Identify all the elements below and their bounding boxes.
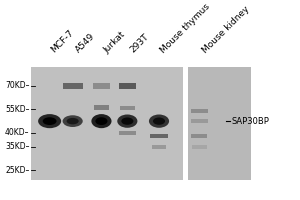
FancyBboxPatch shape bbox=[191, 109, 208, 113]
FancyBboxPatch shape bbox=[63, 83, 83, 89]
Text: 293T: 293T bbox=[128, 32, 151, 55]
FancyBboxPatch shape bbox=[31, 67, 184, 180]
Text: 70KD–: 70KD– bbox=[5, 81, 29, 90]
FancyBboxPatch shape bbox=[192, 145, 206, 149]
Text: SAP30BP: SAP30BP bbox=[231, 117, 269, 126]
Text: Mouse thymus: Mouse thymus bbox=[159, 2, 212, 55]
FancyBboxPatch shape bbox=[94, 105, 109, 110]
Ellipse shape bbox=[43, 117, 56, 125]
Text: 35KD–: 35KD– bbox=[5, 142, 29, 151]
Ellipse shape bbox=[38, 114, 61, 128]
Text: MCF-7: MCF-7 bbox=[50, 28, 76, 55]
FancyBboxPatch shape bbox=[188, 67, 251, 180]
FancyBboxPatch shape bbox=[119, 83, 136, 89]
Ellipse shape bbox=[92, 114, 112, 128]
FancyBboxPatch shape bbox=[184, 67, 186, 180]
Text: Jurkat: Jurkat bbox=[102, 30, 127, 55]
FancyBboxPatch shape bbox=[120, 106, 134, 110]
Ellipse shape bbox=[95, 117, 107, 125]
Ellipse shape bbox=[63, 115, 83, 127]
FancyBboxPatch shape bbox=[150, 134, 168, 138]
Text: 55KD–: 55KD– bbox=[5, 105, 29, 114]
FancyBboxPatch shape bbox=[152, 145, 166, 149]
Text: Mouse kidney: Mouse kidney bbox=[200, 4, 251, 55]
Ellipse shape bbox=[117, 114, 137, 128]
Ellipse shape bbox=[121, 117, 134, 125]
Text: A549: A549 bbox=[74, 32, 96, 55]
Text: 25KD–: 25KD– bbox=[5, 166, 29, 175]
FancyBboxPatch shape bbox=[119, 131, 136, 135]
Text: 40KD–: 40KD– bbox=[5, 128, 29, 137]
Ellipse shape bbox=[67, 118, 79, 124]
Ellipse shape bbox=[153, 117, 165, 125]
FancyBboxPatch shape bbox=[191, 119, 208, 123]
Ellipse shape bbox=[149, 114, 169, 128]
FancyBboxPatch shape bbox=[191, 134, 207, 138]
FancyBboxPatch shape bbox=[93, 83, 110, 89]
